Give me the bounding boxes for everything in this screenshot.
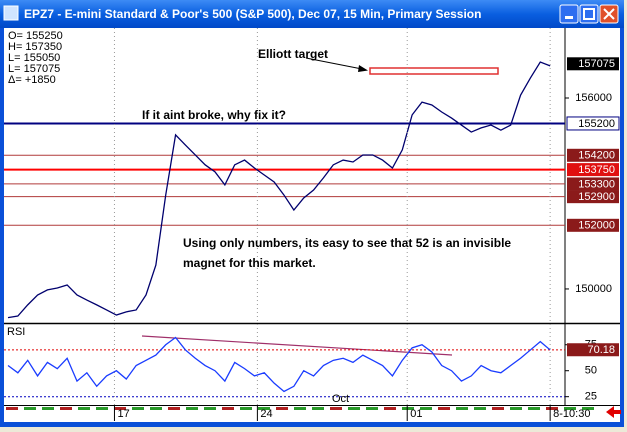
session-block [384,407,396,410]
arrow-head [358,65,368,72]
last-value-bg [567,343,619,357]
session-block [114,407,126,410]
annotation: Elliott target [258,47,328,61]
session-block [330,407,342,410]
x-tick-label: 8-10:30 [553,408,590,420]
level-label-bg [566,116,620,131]
info-line: Δ= +1850 [8,74,56,86]
session-block [312,407,324,410]
session-block [546,407,558,410]
level-label: 155200 [578,118,615,130]
session-block [348,407,360,410]
session-block [168,407,180,410]
level-label: 152900 [578,191,615,203]
x-tick-label: 01 [410,408,422,420]
minimize-button[interactable] [559,4,579,24]
session-block [420,407,432,410]
target-zone [369,67,499,75]
month-label: Oct [332,393,349,405]
level-label-bg [567,218,619,232]
session-block [456,407,468,410]
level-label-bg [567,177,619,191]
session-block [402,407,414,410]
session-block [276,407,288,410]
maximize-icon [583,8,595,20]
session-block [42,407,54,410]
session-block [132,407,144,410]
session-block [150,407,162,410]
scroll-arrow[interactable] [606,406,621,418]
price-line [7,336,551,393]
title-bar [0,0,624,28]
y-tick-label: 25 [585,391,597,403]
app-icon [3,5,19,21]
close-icon [603,8,615,20]
session-block [96,407,108,410]
last-value-bg [567,57,619,71]
y-tick-label: 50 [585,365,597,377]
session-block [78,407,90,410]
x-tick-label: 17 [117,408,129,420]
level-label-bg [567,163,619,177]
session-block [582,407,594,410]
annotation: magnet for this market. [183,256,316,270]
session-block [24,407,36,410]
y-tick-label: 150000 [575,283,612,295]
window-buttons[interactable] [559,4,619,24]
last-value: 157075 [578,58,615,70]
session-block [294,407,306,410]
window-title: EPZ7 - E-mini Standard & Poor's 500 (S&P… [24,7,481,21]
target-arrow [305,57,363,70]
level-label-bg [567,190,619,204]
annotation: Using only numbers, its easy to see that… [183,236,511,250]
info-line: L= 155050 [8,52,60,64]
session-block [60,407,72,410]
session-block [6,407,18,410]
session-block [240,407,252,410]
session-block [474,407,486,410]
y-tick-label: 156000 [575,92,612,104]
info-line: L= 157075 [8,63,60,75]
level-label: 153300 [578,178,615,190]
session-block [186,407,198,410]
session-block [564,407,576,410]
session-block [492,407,504,410]
session-block [204,407,216,410]
session-block [366,407,378,410]
session-strip [6,407,594,410]
rsi-trend-line [141,335,453,356]
price-line [7,61,551,319]
info-line: O= 155250 [8,30,63,42]
level-label: 154200 [578,150,615,162]
session-block [528,407,540,410]
level-label-bg [567,148,619,162]
session-block [222,407,234,410]
last-value: 70.18 [587,344,615,356]
level-label: 152000 [578,220,615,232]
session-block [438,407,450,410]
session-block [258,407,270,410]
x-tick-label: 24 [260,408,272,420]
info-line: H= 157350 [8,41,62,53]
panel-title: RSI [7,326,25,338]
level-label: 153750 [578,164,615,176]
minimize-icon [565,16,573,19]
maximize-button[interactable] [579,4,599,24]
annotation: If it aint broke, why fix it? [142,108,286,122]
session-block [510,407,522,410]
